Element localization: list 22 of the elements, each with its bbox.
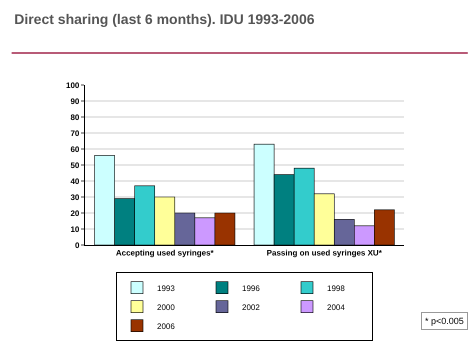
y-tick-label: 60 xyxy=(70,144,80,154)
y-tick-label: 100 xyxy=(66,80,80,90)
legend-label: 2006 xyxy=(157,322,176,331)
legend-label: 1993 xyxy=(157,284,176,293)
legend-label: 2004 xyxy=(327,302,346,312)
y-tick-label: 0 xyxy=(74,240,80,250)
legend-label: 2002 xyxy=(242,302,260,312)
y-tick-label: 30 xyxy=(70,192,80,202)
legend-label: 1998 xyxy=(327,284,346,293)
y-tick-label: 40 xyxy=(70,176,80,186)
chart-title: Direct sharing (last 6 months). IDU 1993-2006 xyxy=(14,11,315,27)
y-tick-label: 70 xyxy=(70,128,80,138)
x-tick-label: Accepting used syringes* xyxy=(116,248,215,258)
legend-label: 2000 xyxy=(157,302,176,312)
y-tick-label: 50 xyxy=(70,160,80,170)
x-tick-label: Passing on used syringes XU* xyxy=(266,248,383,258)
y-tick-label: 20 xyxy=(70,208,80,218)
y-tick-label: 80 xyxy=(70,112,80,122)
legend-label: 1996 xyxy=(242,284,260,293)
y-tick-label: 90 xyxy=(70,96,80,106)
text: * p<0.005 xyxy=(425,316,464,326)
y-tick-label: 10 xyxy=(70,224,80,234)
